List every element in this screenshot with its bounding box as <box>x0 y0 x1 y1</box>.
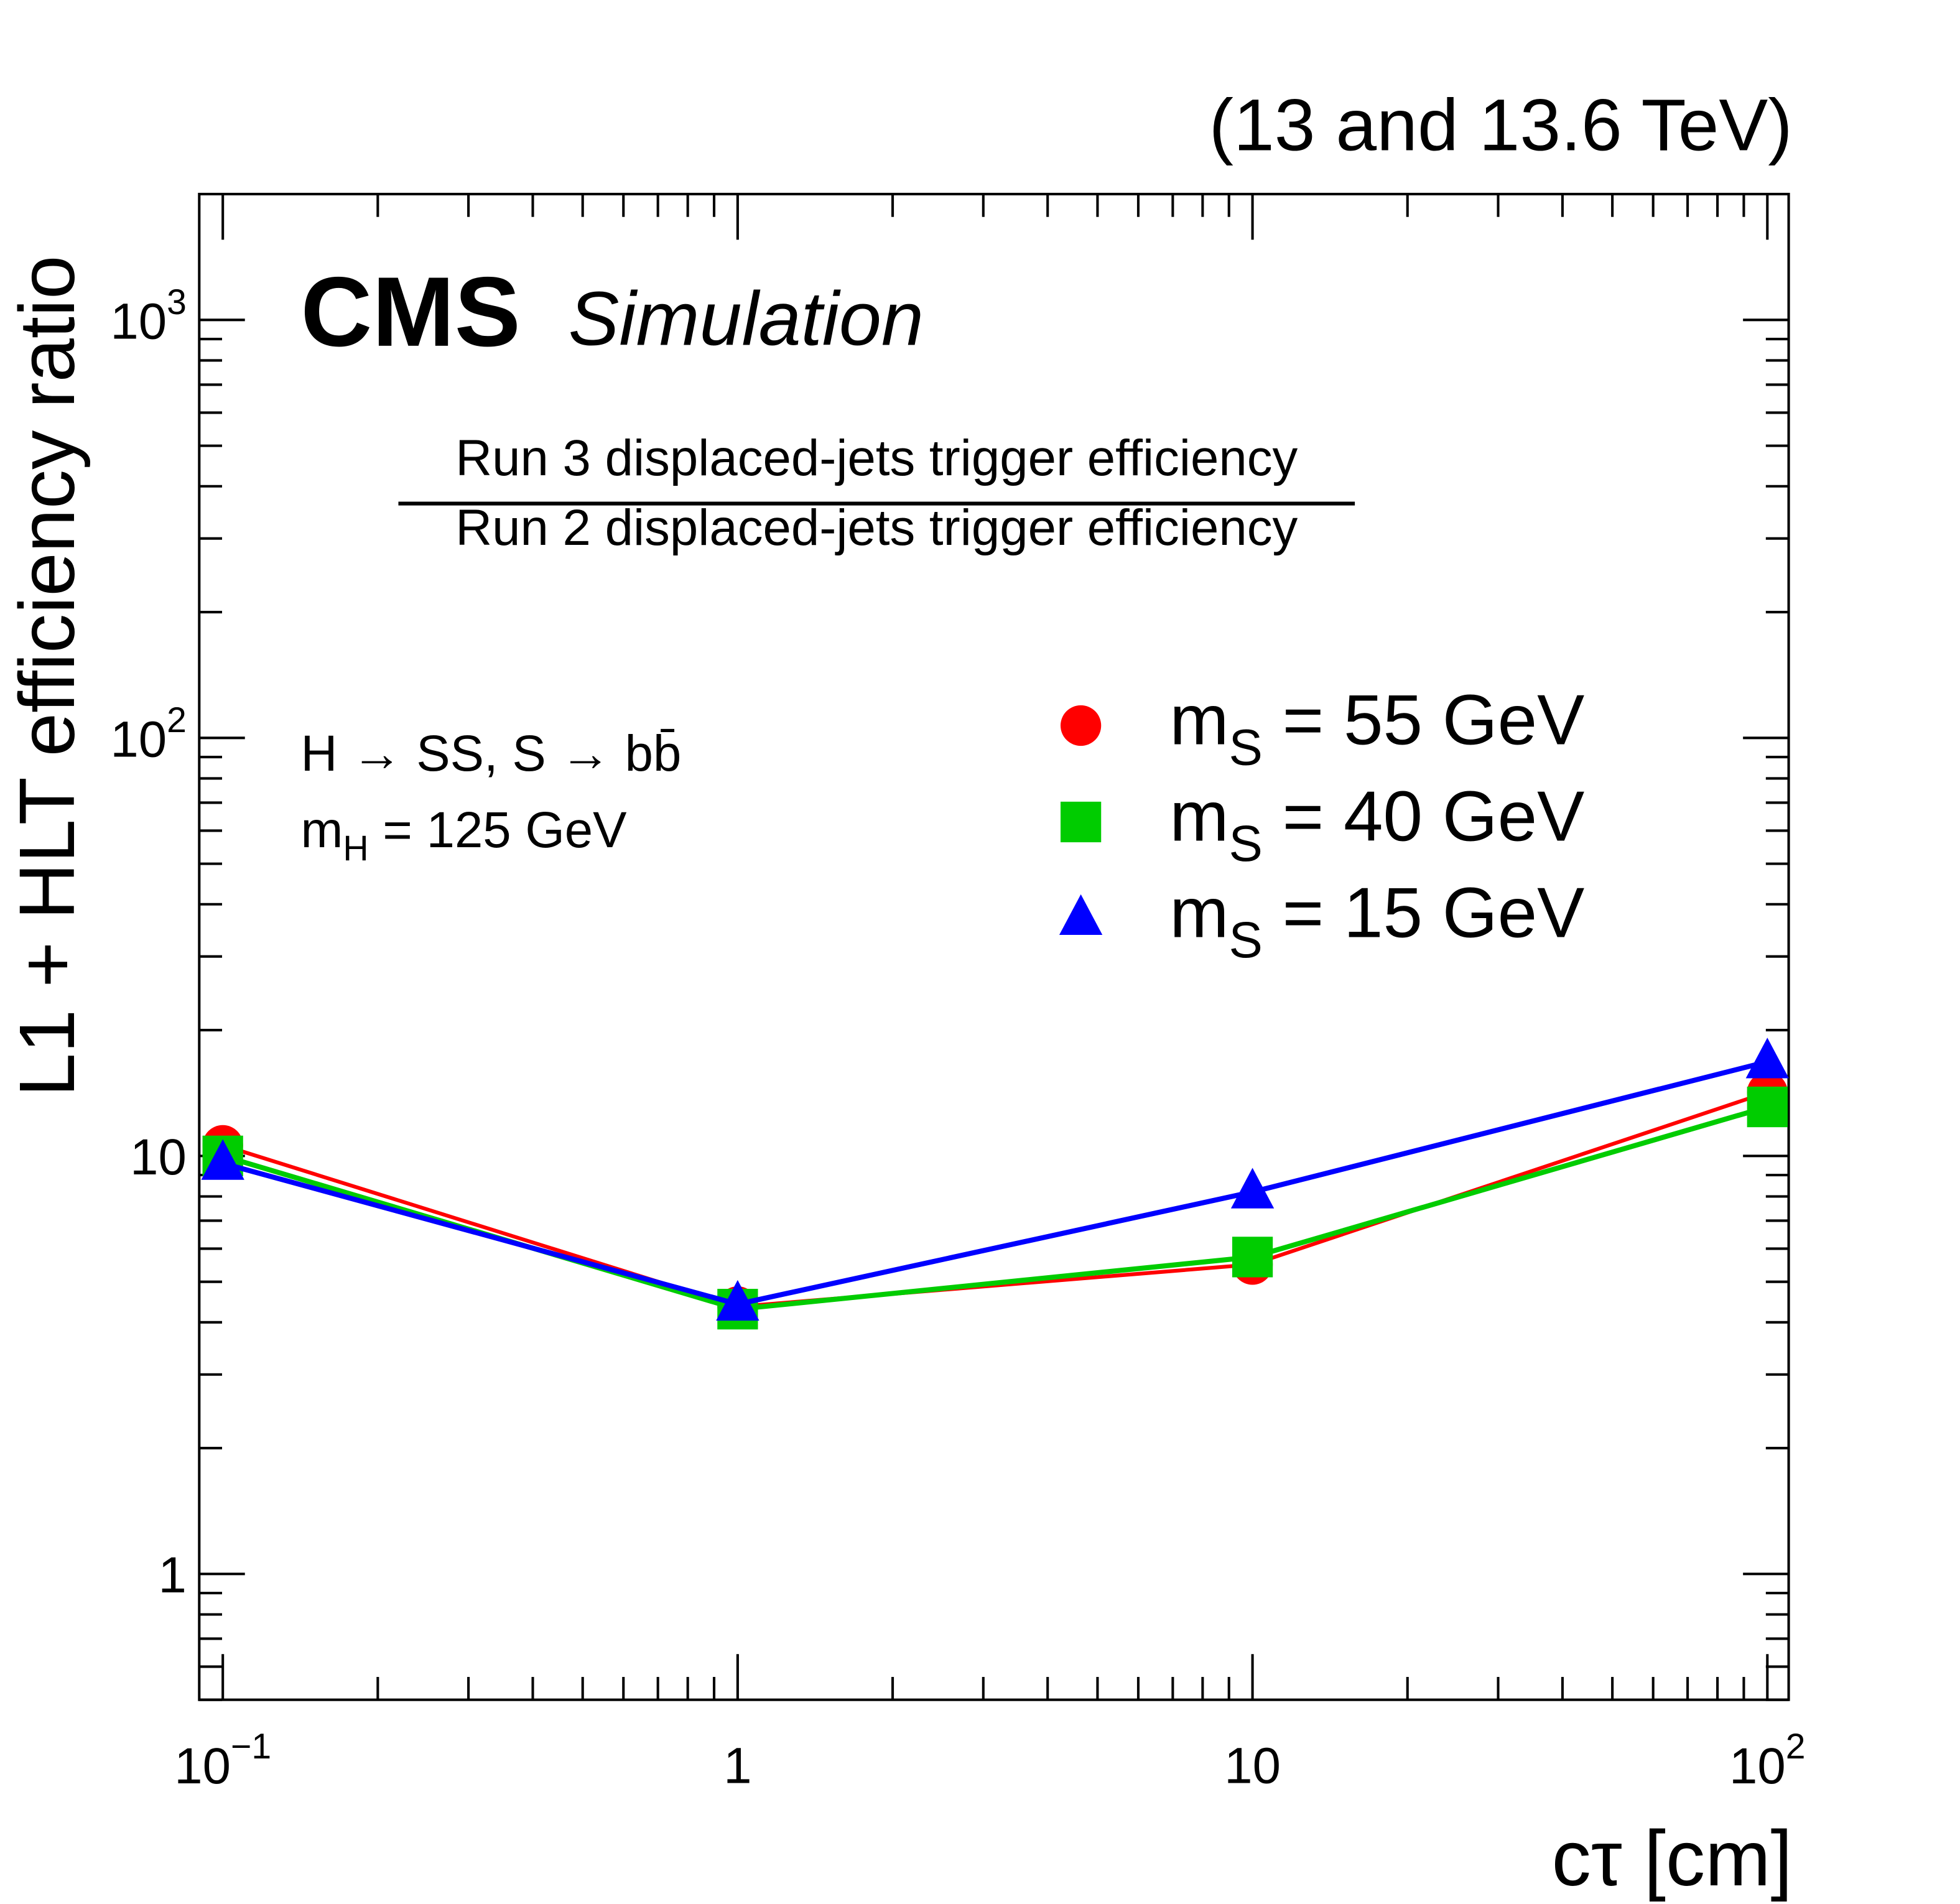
legend-label: mS = 40 GeV <box>1169 778 1584 872</box>
tick-exponent: 3 <box>167 282 187 322</box>
y-tick-label: 1 <box>159 1547 187 1604</box>
y-tick-label: 10 <box>130 1129 187 1186</box>
mass-symbol: m <box>300 801 343 858</box>
y-tick-label: 103 <box>110 282 186 350</box>
energy-label: (13 and 13.6 TeV) <box>1209 84 1793 166</box>
mass-text: = 125 GeV <box>369 801 627 858</box>
tick-base: 10 <box>110 711 167 768</box>
legend-text: = 15 GeV <box>1263 874 1584 953</box>
tick-base: 10 <box>110 293 167 350</box>
legend-text: = 55 GeV <box>1263 681 1584 760</box>
legend-symbol: m <box>1169 778 1228 857</box>
y-axis-label: L1 + HLT efficiency ratio <box>3 256 91 1097</box>
x-tick-label: 10 <box>1224 1737 1281 1794</box>
legend-label: mS = 15 GeV <box>1169 874 1584 968</box>
ratio-numerator: Run 3 displaced-jets trigger efficiency <box>455 430 1298 486</box>
mass-subscript: H <box>343 829 368 868</box>
plot-frame <box>198 192 1790 1701</box>
legend-symbol: m <box>1169 681 1228 760</box>
tick-exponent: −1 <box>231 1727 271 1767</box>
ratio-denominator: Run 2 displaced-jets trigger efficiency <box>455 499 1298 556</box>
x-tick-label: 1 <box>723 1737 751 1794</box>
tick-exponent: 2 <box>1786 1727 1806 1767</box>
point <box>201 1139 244 1180</box>
legend-subscript: S <box>1229 815 1263 872</box>
point <box>1747 1086 1788 1128</box>
mass-label: mH = 125 GeV <box>300 801 627 868</box>
experiment-label: CMS <box>300 256 520 367</box>
y-tick-label: 102 <box>110 700 186 768</box>
process-label: H → SS, S → bb̄ <box>300 725 681 782</box>
series-line <box>222 1104 1768 1312</box>
legend-marker <box>1060 705 1102 746</box>
point <box>1232 1237 1273 1278</box>
point <box>1745 1038 1789 1079</box>
legend-symbol: m <box>1169 874 1228 953</box>
legend-marker <box>1060 801 1102 843</box>
point <box>1230 1168 1275 1209</box>
legend-marker <box>1059 894 1103 935</box>
x-tick-label: 102 <box>1729 1727 1806 1794</box>
tick-exponent: 2 <box>167 700 187 740</box>
x-tick-label: 10−1 <box>174 1727 271 1794</box>
tick-base: 10 <box>1729 1737 1786 1794</box>
legend-subscript: S <box>1229 912 1263 968</box>
x-axis-label: cτ [cm] <box>1552 1814 1793 1902</box>
series-line <box>222 1059 1768 1307</box>
series-line <box>222 1090 1768 1309</box>
legend-label: mS = 55 GeV <box>1169 681 1584 776</box>
legend-text: = 40 GeV <box>1263 778 1584 857</box>
legend-subscript: S <box>1229 719 1263 776</box>
tick-base: 10 <box>174 1737 231 1794</box>
point <box>716 1279 759 1321</box>
status-label: Simulation <box>569 276 924 361</box>
